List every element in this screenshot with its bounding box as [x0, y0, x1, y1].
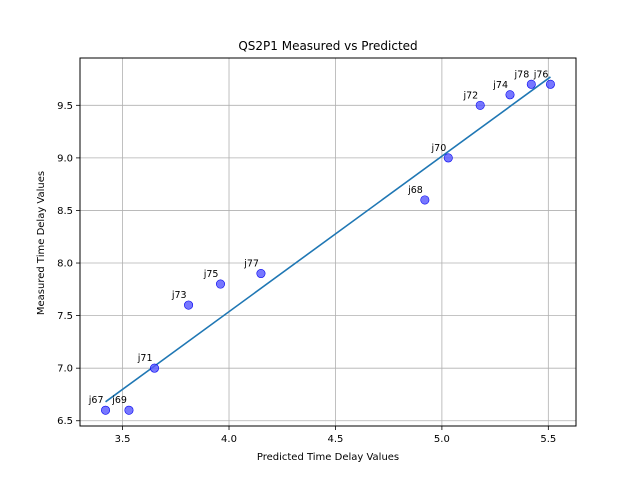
- data-point: [150, 363, 160, 373]
- data-point: [443, 153, 453, 163]
- data-point: [505, 90, 515, 100]
- data-point: [526, 79, 536, 89]
- plot-frame: [79, 57, 577, 427]
- y-tick-label: 6.5: [57, 416, 73, 427]
- y-tick-label: 7.0: [57, 364, 73, 375]
- data-point: [101, 405, 111, 415]
- x-tick-label: 5.5: [540, 434, 556, 445]
- chart-title: QS2P1 Measured vs Predicted: [238, 39, 417, 53]
- point-label: j76: [533, 69, 549, 80]
- fit-line-group: [105, 76, 551, 403]
- point-label: j69: [111, 395, 127, 406]
- point-label: j68: [407, 185, 423, 196]
- point-label: j71: [137, 353, 153, 364]
- y-tick-label: 7.5: [57, 311, 73, 322]
- y-tick-label: 8.0: [57, 259, 73, 270]
- point-label: j78: [514, 69, 530, 80]
- data-point: [545, 79, 555, 89]
- x-tick-label: 5.0: [434, 434, 450, 445]
- data-point: [475, 100, 485, 110]
- x-axis-label: Predicted Time Delay Values: [257, 452, 399, 463]
- fit-line: [105, 76, 551, 403]
- x-tick-label: 3.5: [115, 434, 131, 445]
- y-tick-label: 9.5: [57, 101, 73, 112]
- y-tick-label: 8.5: [57, 206, 73, 217]
- data-points: j67 j69 j71 j73 j75 j77 j68 j70 j72 j74 j78 j76: [88, 69, 555, 415]
- point-label: j77: [243, 259, 259, 270]
- point-label: j70: [431, 143, 447, 154]
- x-tick-label: 4.5: [327, 434, 343, 445]
- point-label: j67: [88, 395, 104, 406]
- y-axis-ticks: 6.5 7.0 7.5 8.0 8.5 9.0 9.5: [57, 101, 80, 427]
- data-point: [124, 405, 134, 415]
- point-label: j75: [203, 269, 219, 280]
- grid-lines: [80, 58, 576, 426]
- data-point: [184, 300, 194, 310]
- point-label: j73: [171, 290, 187, 301]
- data-point: [420, 195, 430, 205]
- point-label: j74: [492, 80, 508, 91]
- x-axis-ticks: 3.5 4.0 4.5 5.0 5.5: [115, 426, 556, 445]
- data-point: [215, 279, 225, 289]
- point-label: j72: [462, 90, 478, 101]
- x-tick-label: 4.0: [221, 434, 237, 445]
- y-axis-label: Measured Time Delay Values: [36, 171, 47, 315]
- y-tick-label: 9.0: [57, 153, 73, 164]
- data-point: [256, 269, 266, 279]
